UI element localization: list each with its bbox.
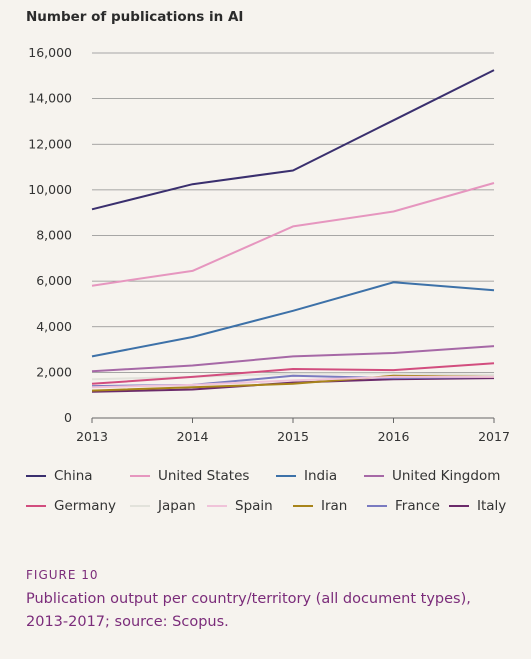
y-tick-label: 16,000 — [28, 45, 72, 60]
x-tick-label: 2016 — [378, 429, 410, 444]
legend-label: Germany — [54, 498, 117, 514]
legend-item-spain: Spain — [207, 498, 273, 514]
series-line-germany — [91, 362, 495, 385]
legend-swatch — [130, 475, 150, 477]
legend-row: Germany Japan Spain Iran France Italy — [26, 498, 526, 528]
x-tick-label: 2017 — [478, 429, 510, 444]
legend-label: Iran — [321, 498, 348, 514]
legend-label: Italy — [477, 498, 507, 514]
legend-item-italy: Italy — [449, 498, 506, 514]
legend-swatch — [207, 505, 227, 507]
series-line-united-states — [91, 182, 495, 287]
y-tick-label: 12,000 — [28, 136, 72, 151]
series-line-spain — [91, 375, 494, 389]
chart-legend: China United States India United Kingdom Ge… — [26, 468, 526, 528]
legend-label: United States — [158, 468, 250, 484]
x-tick-label: 2015 — [277, 429, 309, 444]
y-tick-label: 0 — [64, 410, 72, 425]
series-line-china — [91, 69, 495, 211]
x-tick-label: 2014 — [177, 429, 209, 444]
legend-swatch — [130, 505, 150, 507]
caption-line-1: Publication output per country/territory… — [26, 591, 471, 607]
legend-row: China United States India United Kingdom — [26, 468, 526, 498]
legend-swatch — [276, 475, 296, 477]
legend-label: France — [395, 498, 440, 514]
legend-swatch — [26, 505, 46, 507]
chart-title: Number of publications in AI — [26, 9, 244, 25]
y-tick-label: 6,000 — [36, 273, 72, 288]
legend-label: Spain — [235, 498, 273, 514]
legend-item-india: India — [276, 468, 337, 484]
legend-swatch — [293, 505, 313, 507]
x-tick-label: 2013 — [76, 429, 108, 444]
caption-line-2: 2013-2017; source: Scopus. — [26, 614, 229, 630]
legend-swatch — [364, 475, 384, 477]
series-line-italy — [91, 377, 495, 393]
figure-caption: FIGURE 10 Publication output per country… — [26, 568, 506, 634]
legend-item-united-states: United States — [130, 468, 249, 484]
y-tick-label: 2,000 — [36, 364, 72, 379]
legend-item-france: France — [367, 498, 440, 514]
y-tick-label: 8,000 — [36, 228, 72, 243]
y-tick-label: 14,000 — [28, 91, 72, 106]
y-tick-label: 4,000 — [36, 319, 72, 334]
legend-swatch — [367, 505, 387, 507]
legend-item-iran: Iran — [293, 498, 347, 514]
legend-swatch — [26, 475, 46, 477]
legend-label: China — [54, 468, 93, 484]
legend-label: Japan — [158, 498, 196, 514]
legend-label: India — [304, 468, 338, 484]
legend-item-united-kingdom: United Kingdom — [364, 468, 500, 484]
series-line-india — [91, 281, 495, 358]
legend-label: United Kingdom — [392, 468, 501, 484]
legend-item-germany: Germany — [26, 498, 116, 514]
legend-item-japan: Japan — [130, 498, 196, 514]
line-chart: 0 2,000 4,000 6,000 8,000 10,000 12,000 14,000 1… — [28, 45, 510, 444]
legend-item-china: China — [26, 468, 93, 484]
series-line-united-kingdom — [91, 345, 495, 373]
legend-swatch — [449, 505, 469, 507]
y-tick-label: 10,000 — [28, 182, 72, 197]
series-line-japan — [91, 372, 495, 381]
figure-caption-text: Publication output per country/territory… — [26, 588, 506, 634]
figure-label: FIGURE 10 — [26, 568, 99, 582]
